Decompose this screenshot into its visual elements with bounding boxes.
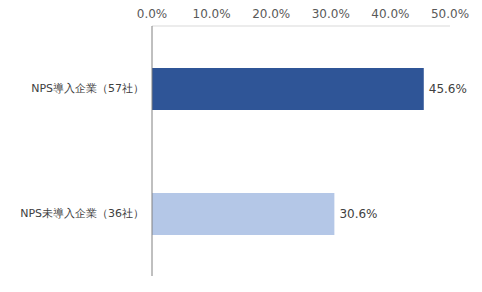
svg-text:40.0%: 40.0% — [371, 7, 409, 21]
svg-text:20.0%: 20.0% — [252, 7, 290, 21]
svg-text:50.0%: 50.0% — [431, 7, 469, 21]
svg-text:NPS導入企業（57社）: NPS導入企業（57社） — [31, 82, 144, 95]
svg-text:30.0%: 30.0% — [312, 7, 350, 21]
svg-text:NPS未導入企業（36社）: NPS未導入企業（36社） — [20, 207, 144, 220]
svg-text:45.6%: 45.6% — [429, 82, 467, 96]
svg-text:10.0%: 10.0% — [193, 7, 231, 21]
svg-text:30.6%: 30.6% — [339, 207, 377, 221]
svg-text:0.0%: 0.0% — [137, 7, 168, 21]
